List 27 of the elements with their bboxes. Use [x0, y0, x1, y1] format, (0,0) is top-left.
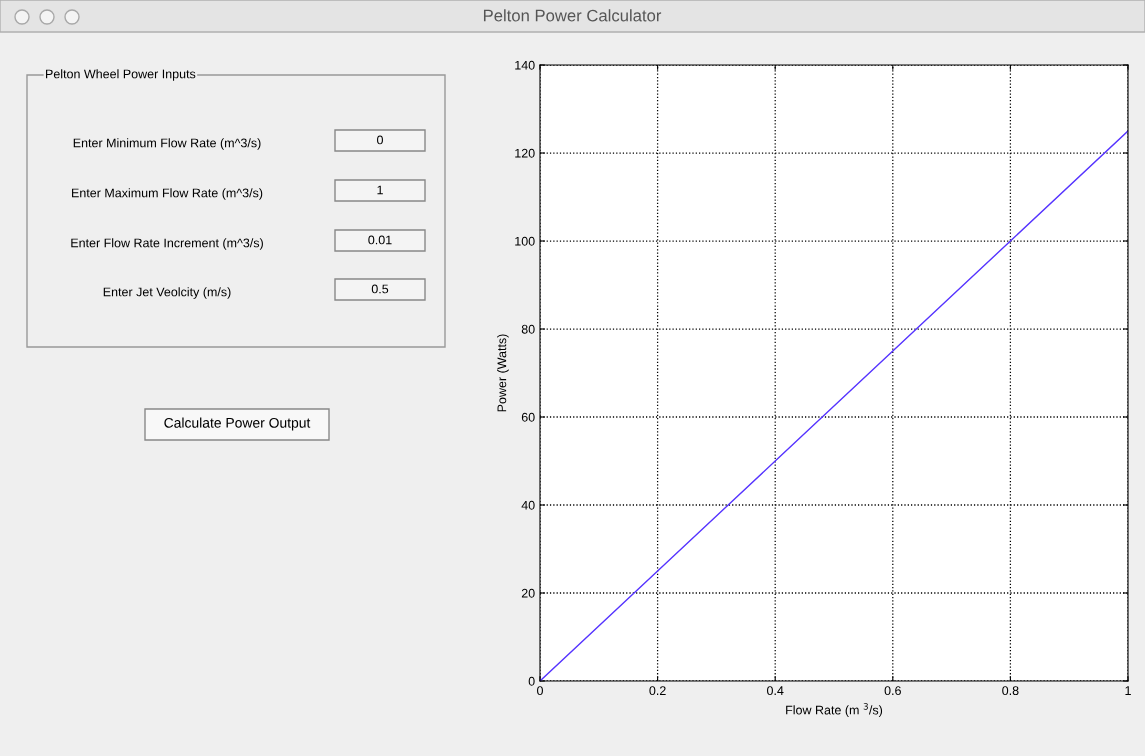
x-tick-label: 0 [537, 686, 543, 696]
x-tick-label: 0.2 [649, 686, 666, 696]
x-tick-label: 1 [1125, 686, 1131, 695]
text: Calculate Power Output [164, 417, 311, 431]
text: Enter Flow Rate Increment (m^3/s) [71, 238, 263, 250]
y-tick-label: 140 [515, 60, 535, 70]
text: 0.01 [368, 235, 392, 245]
y-tick-label: 40 [521, 500, 535, 510]
x-tick-label: 0.4 [767, 686, 784, 696]
y-tick-label: 100 [515, 236, 535, 246]
y-tick-label: 0 [528, 676, 535, 686]
text: Pelton Power Calculator [483, 9, 662, 22]
y-tick-label: 60 [521, 412, 535, 422]
text: Enter Maximum Flow Rate (m^3/s) [72, 188, 263, 200]
text: Enter Jet Veolcity (m/s) [103, 287, 231, 299]
x-tick-label: 0.8 [1002, 686, 1019, 696]
text: Enter Minimum Flow Rate (m^3/s) [73, 138, 261, 150]
y-axis-title: Power (Watts) [497, 334, 509, 412]
y-tick-label: 20 [521, 588, 535, 598]
text: 0 [377, 135, 383, 145]
text: 1 [377, 185, 383, 195]
x-axis-title: Flow Rate (m $^{3}$/s) [786, 703, 883, 717]
text: 0.5 [371, 284, 389, 294]
y-tick-label: 80 [521, 324, 535, 334]
text: Pelton Wheel Power Inputs [46, 69, 196, 81]
x-tick-label: 0.6 [884, 686, 901, 696]
y-tick-label: 120 [515, 148, 535, 158]
